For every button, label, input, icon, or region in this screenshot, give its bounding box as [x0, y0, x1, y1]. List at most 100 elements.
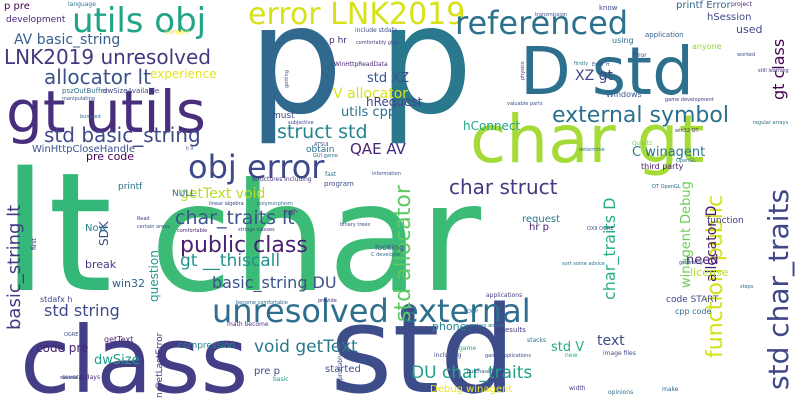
- word: hSession: [707, 12, 752, 23]
- word: struct std: [277, 121, 368, 143]
- word: compression: [178, 341, 235, 351]
- word: pszOutBuffer: [62, 87, 108, 95]
- word: XZ gt: [575, 68, 614, 84]
- word: become comfortable: [236, 300, 288, 306]
- word: std: [330, 282, 516, 400]
- word: worked: [737, 52, 755, 58]
- word: program: [324, 180, 354, 188]
- word: firstly: [574, 61, 588, 67]
- word: dwSizeAvailable: [103, 87, 159, 95]
- word: void getText: [254, 337, 358, 357]
- word: math: [284, 209, 297, 215]
- word: std allocator: [391, 184, 416, 322]
- word: include stdafx: [355, 27, 398, 34]
- word: comfortable: [177, 228, 207, 234]
- word: structures including: [252, 176, 312, 183]
- word: li li: [186, 146, 193, 152]
- word: development: [6, 15, 66, 25]
- word: error LNK2019: [248, 0, 465, 32]
- word: utils cpp: [341, 105, 396, 120]
- word: strings classes: [238, 227, 275, 233]
- word: OpenGL: [676, 158, 696, 164]
- word: opinions: [608, 389, 633, 396]
- word: gt __thiscall: [180, 251, 280, 271]
- word: win32 QT: [675, 128, 700, 134]
- word: allocator lt: [44, 65, 151, 89]
- word: p pre: [4, 1, 30, 12]
- word: binary trees: [340, 222, 370, 228]
- word: char_traits D: [600, 198, 620, 300]
- word: Now: [85, 223, 107, 234]
- word: certain areas: [137, 224, 170, 230]
- word: several days: [62, 374, 100, 381]
- word: anyone: [692, 42, 722, 51]
- word: including: [434, 352, 462, 359]
- word: pre code: [86, 150, 134, 163]
- word: manipulating: [62, 96, 95, 102]
- word: first: [31, 238, 38, 250]
- word: DU char_traits: [411, 363, 532, 383]
- word: p: [378, 0, 473, 148]
- word: sort some advice: [562, 261, 605, 267]
- word: function public: [703, 195, 728, 358]
- word: linear algebra: [209, 201, 244, 207]
- word: Windows: [606, 90, 642, 99]
- word: gt utils: [6, 78, 206, 146]
- word: getText void: [180, 186, 265, 202]
- word: n GetLastError: [155, 332, 165, 398]
- word: determine: [579, 147, 605, 153]
- word: std basic_string: [44, 123, 201, 147]
- word: code START: [666, 295, 719, 305]
- word: C winagent: [632, 145, 705, 160]
- word: must: [272, 111, 295, 121]
- word: image files: [603, 350, 636, 357]
- word: getText: [104, 335, 133, 344]
- word: Debug winagent: [430, 384, 512, 395]
- word: phone: [432, 320, 467, 333]
- word: Read: [137, 216, 150, 222]
- word: cpp code: [675, 307, 711, 316]
- word: Error rr: [592, 62, 611, 68]
- word: question: [147, 250, 161, 302]
- word: QAE AV: [350, 140, 407, 158]
- word: sample: [165, 28, 190, 36]
- word: geometry: [679, 260, 703, 266]
- word: winagent Debug: [679, 181, 694, 288]
- word: char struct: [449, 175, 558, 199]
- word: dwSize: [94, 353, 140, 368]
- word: text: [597, 333, 625, 349]
- word: regular arrays: [753, 120, 789, 126]
- word: need: [686, 253, 719, 268]
- word: looking: [375, 243, 404, 252]
- word: stdafx h: [40, 295, 72, 304]
- word: code pre: [36, 341, 88, 355]
- word: V allocator: [333, 86, 408, 102]
- word: DX9 OGRE: [587, 226, 614, 232]
- word: OOP: [467, 309, 478, 315]
- word: stacks: [527, 337, 546, 344]
- word: AV basic_string: [14, 32, 120, 48]
- word: lt: [2, 137, 113, 329]
- word: WinHttpReadData: [334, 61, 388, 68]
- word: gt class: [769, 39, 788, 100]
- word: NULL: [172, 189, 195, 199]
- word: applications: [486, 292, 522, 299]
- word: comfortably give: [356, 40, 398, 46]
- word: using: [612, 36, 634, 45]
- word: Error: [632, 52, 647, 59]
- word: math become: [227, 321, 269, 328]
- word: printf: [118, 182, 143, 192]
- word: hConnect: [463, 119, 521, 133]
- word: hr p: [529, 222, 549, 233]
- word: new: [565, 352, 577, 359]
- word: subjective: [288, 120, 314, 126]
- word: GUI game: [313, 153, 338, 159]
- word: char: [150, 152, 481, 326]
- word: std string: [44, 301, 120, 320]
- word: break: [85, 258, 117, 271]
- word: getting: [284, 70, 290, 88]
- word: C developer: [371, 252, 402, 258]
- word: bResults: [496, 326, 526, 334]
- word: third party: [641, 162, 684, 171]
- word: SDK: [97, 220, 111, 246]
